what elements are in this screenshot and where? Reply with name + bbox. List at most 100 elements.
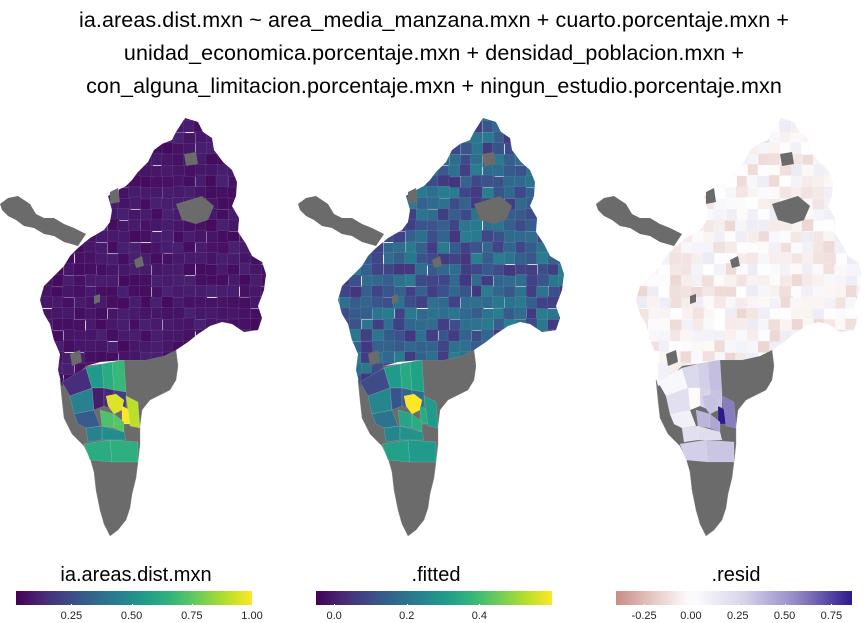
map-tract <box>570 352 582 364</box>
map-tract <box>273 230 285 242</box>
map-tract <box>95 219 107 231</box>
map-tract <box>74 153 86 165</box>
map-tract <box>96 351 108 363</box>
map-tract <box>526 121 538 133</box>
map-tract <box>250 110 262 122</box>
map-tract <box>151 132 163 144</box>
map-tract <box>415 164 427 176</box>
map-tract <box>714 177 726 189</box>
map-tract <box>185 395 197 407</box>
map-tract <box>85 165 97 177</box>
map-tract <box>559 155 571 167</box>
map-tract <box>405 319 417 331</box>
map-tract <box>52 197 64 209</box>
map-tract <box>525 154 537 166</box>
map-tract <box>449 143 461 155</box>
map-tract <box>340 197 352 209</box>
map-tract <box>858 341 868 353</box>
map-tract <box>30 319 42 331</box>
map-tract <box>40 396 52 408</box>
map-tract <box>625 154 637 166</box>
map-tract <box>769 385 781 397</box>
map-tract <box>162 110 174 121</box>
map-tract <box>185 386 197 398</box>
map-tract <box>813 395 825 407</box>
map-tract <box>626 397 638 409</box>
map-tract <box>636 164 648 176</box>
map-tract <box>570 285 582 297</box>
map-tract <box>328 132 340 144</box>
map-tract <box>174 397 186 409</box>
map-tract <box>173 110 185 122</box>
map-tract <box>249 351 261 363</box>
map-tract <box>715 110 727 122</box>
map-tract <box>515 307 527 319</box>
map-tract <box>802 232 814 244</box>
map-tract <box>393 197 405 209</box>
map-tract <box>51 363 63 375</box>
legend-tick-label: 0.25 <box>61 610 82 623</box>
map-tract <box>779 396 791 408</box>
map-tract <box>681 221 693 233</box>
map-tract <box>438 285 450 297</box>
map-tract <box>250 242 262 254</box>
map-tract <box>382 275 394 287</box>
map-tract <box>560 186 572 198</box>
map-tract <box>459 286 471 298</box>
map-tract <box>482 396 494 408</box>
map-tract <box>481 286 493 298</box>
map-tract <box>472 397 484 409</box>
map-tract <box>669 286 681 298</box>
map-tract <box>139 319 151 331</box>
map-tract <box>525 384 537 396</box>
map-tract <box>481 175 493 187</box>
map-tract <box>384 341 396 353</box>
map-tract <box>96 166 108 178</box>
map-tract <box>714 219 726 231</box>
legend-colorbar <box>616 591 852 605</box>
map-tract <box>704 111 716 123</box>
map-tract <box>206 111 218 123</box>
map-tract <box>792 396 804 408</box>
map-tract <box>271 319 283 331</box>
map-tract <box>329 142 341 154</box>
map-tract <box>107 342 119 354</box>
map-tract <box>856 187 868 199</box>
map-tract <box>638 155 650 167</box>
map-tract <box>823 111 835 123</box>
map-tract <box>195 297 207 309</box>
map-tract <box>85 263 97 275</box>
map-tract <box>638 341 650 353</box>
map-tract <box>692 331 704 343</box>
map-tract <box>360 187 372 199</box>
map-tract <box>162 165 174 177</box>
map-tract <box>261 275 273 287</box>
map-tract <box>371 209 383 221</box>
map-tract <box>395 208 407 220</box>
map-tract <box>845 131 857 143</box>
map-tract <box>216 186 228 198</box>
map-tract <box>769 220 781 232</box>
map-tract <box>205 220 217 232</box>
map-tract <box>847 187 859 199</box>
map-tract <box>350 329 362 341</box>
map-tract <box>41 386 53 398</box>
map-tract <box>571 318 583 330</box>
map-tract <box>801 187 813 199</box>
map-tract <box>228 363 240 375</box>
map-tract-south <box>708 360 722 392</box>
map-tract <box>748 110 760 121</box>
map-tract <box>515 110 527 122</box>
legend-tick-label: 1.00 <box>241 610 262 623</box>
map-tract <box>780 187 792 199</box>
map-tract <box>626 254 638 266</box>
map-tract <box>813 252 825 264</box>
map-tract <box>340 133 352 145</box>
map-tract <box>846 329 858 341</box>
map-tract-south <box>86 426 102 442</box>
map-tract <box>130 296 142 308</box>
map-tract <box>692 231 704 243</box>
map-tract <box>328 155 340 167</box>
map-tract <box>758 219 770 231</box>
map-tract <box>128 220 140 232</box>
